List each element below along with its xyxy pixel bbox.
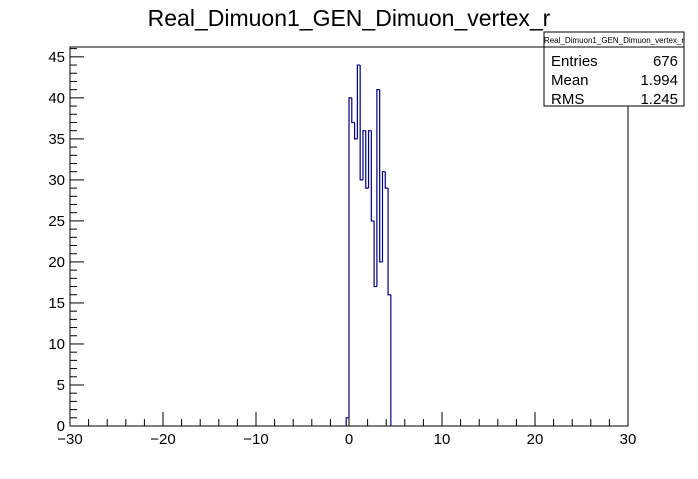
- histogram-bin: [345, 417, 349, 426]
- histogram-series: [345, 64, 392, 426]
- y-tick-label: 10: [48, 336, 65, 353]
- stats-box: Real_Dimuon1_GEN_Dimuon_vertex_r Entries…: [543, 31, 685, 108]
- histogram-bin: [353, 122, 358, 140]
- stats-rms-value: 1.245: [640, 91, 678, 108]
- y-tick-label: 0: [57, 418, 65, 435]
- y-axis: 0 5 10 15 20 25 30 35 40 45: [48, 48, 84, 435]
- histogram-bin: [367, 130, 372, 189]
- y-tick-label: 45: [48, 49, 65, 66]
- stats-rms-label: RMS: [551, 91, 584, 108]
- y-tick-label: 40: [48, 90, 65, 107]
- x-tick-label: 20: [527, 431, 544, 448]
- histogram-bin: [356, 64, 361, 139]
- stats-box-name: Real_Dimuon1_GEN_Dimuon_vertex_r: [544, 36, 684, 45]
- x-tick-label: 0: [345, 431, 353, 448]
- histogram-bin: [381, 171, 386, 262]
- histogram-bin: [384, 171, 389, 189]
- y-tick-label: 5: [57, 377, 65, 394]
- histogram-bin: [351, 97, 355, 124]
- stats-mean-label: Mean: [551, 72, 589, 89]
- x-tick-label: −10: [243, 431, 268, 448]
- x-tick-label: 30: [620, 431, 637, 448]
- histogram-bin: [376, 89, 380, 287]
- stats-entries-value: 676: [653, 53, 678, 70]
- y-tick-label: 15: [48, 295, 65, 312]
- x-tick-label: −30: [57, 431, 82, 448]
- x-tick-label: −20: [150, 431, 175, 448]
- x-tick-label: 10: [434, 431, 451, 448]
- histogram-bin: [373, 220, 377, 288]
- histogram-bin: [370, 130, 375, 222]
- stats-mean-value: 1.994: [640, 72, 678, 89]
- x-axis: −30 −20 −10 0 10 20 30: [57, 412, 636, 448]
- histogram-bin: [348, 97, 352, 418]
- stats-entries-label: Entries: [551, 53, 598, 70]
- stats-box-frame: [543, 31, 685, 107]
- histogram-bin: [387, 188, 391, 296]
- y-tick-label: 25: [48, 213, 65, 230]
- chart-title: Real_Dimuon1_GEN_Dimuon_vertex_r: [148, 5, 551, 31]
- histogram-bin: [365, 130, 369, 189]
- y-tick-label: 30: [48, 172, 65, 189]
- y-tick-label: 35: [48, 131, 65, 148]
- histogram-bin: [379, 89, 383, 263]
- histogram-bin: [362, 130, 366, 180]
- histogram-bin: [359, 65, 363, 181]
- y-tick-label: 20: [48, 254, 65, 271]
